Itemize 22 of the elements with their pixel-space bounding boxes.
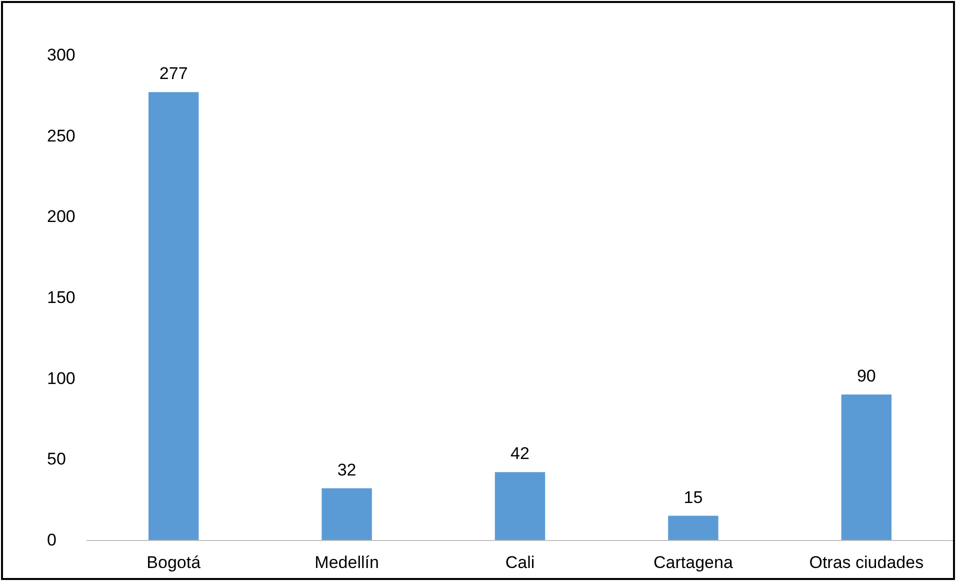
data-label: 32 xyxy=(337,460,356,480)
y-tick-label: 300 xyxy=(47,46,76,64)
bar xyxy=(322,488,372,540)
y-tick-label: 0 xyxy=(47,530,56,550)
data-label: 42 xyxy=(510,444,530,464)
data-label: 277 xyxy=(159,64,188,84)
bar xyxy=(494,472,546,540)
y-tick-label: 50 xyxy=(47,450,66,469)
bar xyxy=(668,516,718,540)
y-tick-label: 100 xyxy=(47,368,76,388)
y-tick-label: 150 xyxy=(47,288,76,307)
bar xyxy=(841,394,892,540)
x-tick-label: Bogotá xyxy=(146,553,202,572)
y-tick-label: 200 xyxy=(47,207,76,226)
data-label: 15 xyxy=(684,488,703,507)
x-tick-label: Medellín xyxy=(314,553,379,572)
x-tick-label: Otras ciudades xyxy=(809,553,924,572)
y-tick-label: 250 xyxy=(47,126,76,146)
data-label: 90 xyxy=(856,366,876,386)
x-tick-label: Cali xyxy=(505,553,535,572)
x-tick-label: Cartagena xyxy=(654,553,734,572)
bar xyxy=(148,92,199,540)
